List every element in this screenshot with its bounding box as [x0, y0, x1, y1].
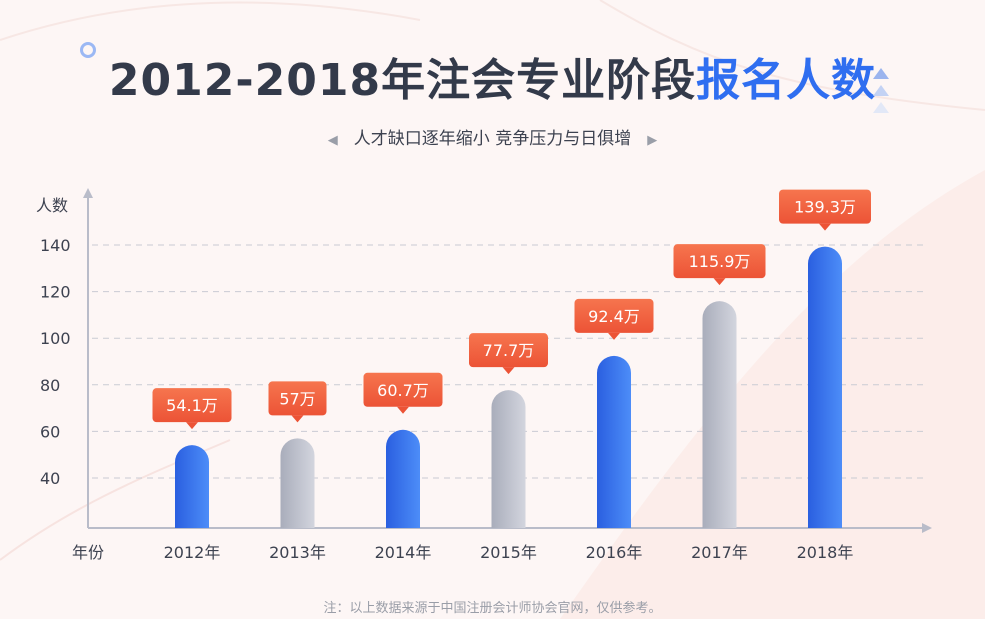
data-label-pointer [608, 332, 620, 340]
data-label-pointer [713, 278, 726, 286]
data-label-bubble [574, 298, 654, 333]
y-tick-label: 40 [40, 469, 60, 488]
right-triangle-icon: ▶ [647, 133, 658, 148]
x-tick-label: 2016年 [586, 543, 643, 562]
triangle-stack-icon [873, 68, 889, 113]
data-label-pointer [291, 415, 304, 423]
data-label-pointer [819, 223, 831, 231]
y-tick-label: 60 [40, 422, 60, 441]
y-tick-label: 100 [40, 329, 71, 348]
bar [175, 445, 209, 528]
data-label-bubble [152, 388, 232, 423]
subtitle-text: 人才缺口逐年缩小 竞争压力与日俱增 [353, 129, 632, 149]
data-label: 57万 [279, 389, 315, 408]
x-tick-label: 2014年 [375, 543, 432, 562]
data-label-bubble [268, 381, 327, 416]
bar [386, 429, 420, 528]
bar [280, 438, 315, 528]
y-tick-label: 140 [40, 236, 71, 255]
data-label: 54.1万 [166, 396, 218, 415]
x-axis-title: 年份 [72, 543, 104, 562]
title-highlight: 报名人数 [696, 55, 877, 106]
x-tick-label: 2012年 [164, 543, 221, 562]
bar [491, 390, 526, 528]
y-tick-label: 120 [40, 283, 71, 302]
data-label-pointer [186, 422, 198, 430]
data-label-bubble [673, 244, 766, 279]
data-label: 139.3万 [794, 198, 856, 217]
y-axis-title: 人数 [36, 196, 68, 215]
x-tick-label: 2015年 [480, 543, 537, 562]
title-main: 2012-2018年注会专业阶段 [108, 55, 697, 106]
data-label-bubble [469, 333, 548, 368]
data-label: 115.9万 [689, 252, 751, 271]
data-label: 77.7万 [483, 341, 535, 360]
decorative-circle-icon [80, 42, 96, 58]
x-axis-arrow-icon [922, 523, 932, 533]
data-label-bubble [779, 189, 871, 224]
bar [808, 246, 842, 528]
bar [702, 301, 737, 528]
x-tick-label: 2017年 [691, 543, 748, 562]
footnote: 注：以上数据来源于中国注册会计师协会官网，仅供参考。 [323, 601, 662, 616]
subtitle: ◀ 人才缺口逐年缩小 竞争压力与日俱增 ▶ [0, 124, 985, 149]
y-axis-arrow-icon [83, 188, 93, 198]
data-label: 60.7万 [377, 381, 429, 400]
y-tick-label: 80 [40, 376, 60, 395]
bar [597, 355, 631, 528]
data-label: 92.4万 [588, 307, 640, 326]
data-label-pointer [502, 367, 515, 375]
x-tick-label: 2013年 [269, 543, 326, 562]
left-triangle-icon: ◀ [327, 133, 338, 148]
data-label-pointer [397, 406, 409, 414]
data-label-bubble [363, 372, 443, 407]
chart-title: 2012-2018年注会专业阶段报名人数 [0, 44, 985, 108]
x-tick-label: 2018年 [797, 543, 854, 562]
